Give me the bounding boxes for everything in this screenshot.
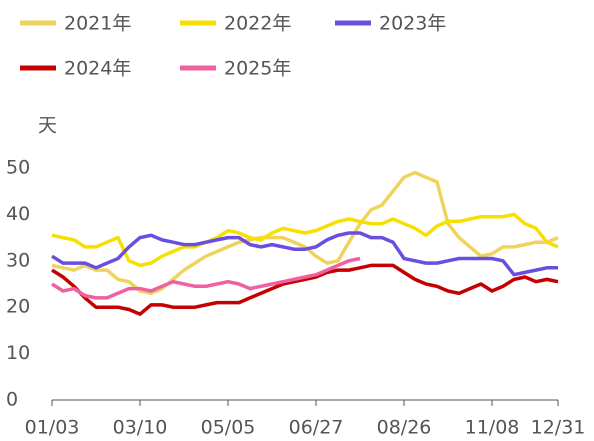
y-tick-label: 0	[6, 389, 18, 411]
y-tick-label: 20	[6, 296, 30, 318]
x-tick-label: 12/31	[531, 417, 586, 439]
x-tick-label: 08/26	[377, 417, 432, 439]
legend-label: 2022年	[224, 13, 291, 35]
series-line	[51, 256, 361, 300]
x-tick-label: 11/08	[465, 417, 520, 439]
x-tick-label: 01/03	[25, 417, 80, 439]
y-tick-label: 10	[6, 342, 30, 364]
series-line	[51, 212, 559, 268]
series-line	[51, 231, 558, 277]
legend-label: 2023年	[379, 13, 446, 35]
legend-label: 2025年	[224, 58, 291, 80]
x-tick-label: 05/05	[201, 417, 256, 439]
x-tick-label: 03/10	[113, 417, 168, 439]
series-line	[51, 263, 559, 316]
y-axis-label: 天	[38, 115, 57, 137]
y-tick-label: 40	[6, 203, 30, 225]
x-tick-label: 06/27	[289, 417, 344, 439]
legend-label: 2024年	[64, 58, 131, 80]
legend-label: 2021年	[64, 13, 131, 35]
y-tick-label: 30	[6, 249, 30, 271]
y-tick-label: 50	[6, 157, 30, 179]
